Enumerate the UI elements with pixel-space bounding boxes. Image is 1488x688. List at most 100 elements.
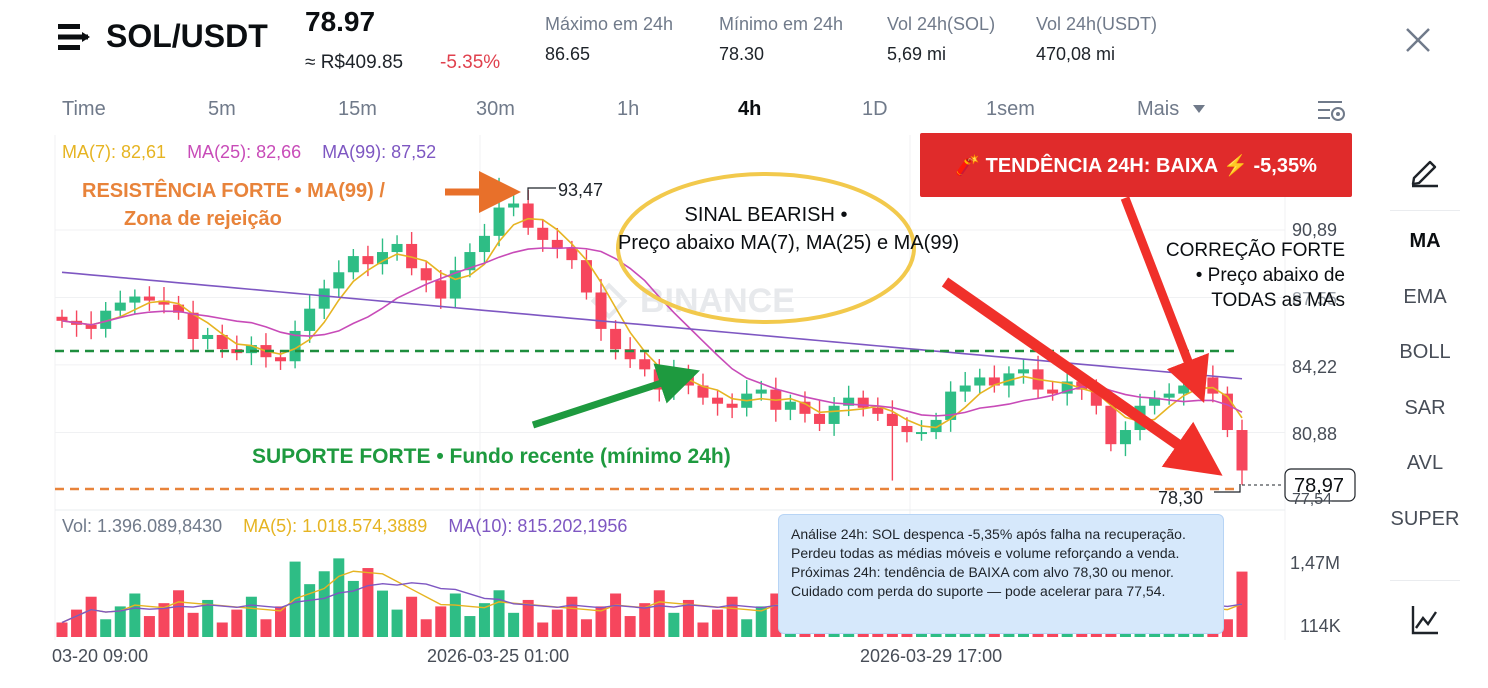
candle-down [595, 292, 607, 329]
tab-15m[interactable]: 15m [338, 98, 377, 120]
volume-bar [493, 590, 505, 637]
resistance-annotation-sub: Zona de rejeição [124, 208, 282, 230]
candle-down [566, 248, 578, 261]
candle-up [974, 377, 986, 386]
candle-up [784, 401, 796, 410]
candle-down [901, 425, 913, 433]
bearish-signal-ellipse [616, 172, 916, 324]
volume-bar [435, 606, 447, 637]
candle-up [1163, 393, 1175, 398]
volume-bar [100, 619, 112, 637]
stat-low-label: Mínimo em 24h [719, 14, 844, 34]
volume-bar [318, 571, 330, 637]
close-icon[interactable] [1400, 22, 1436, 58]
volume-bar [406, 596, 418, 637]
sidebar-item-sar[interactable]: SAR [1404, 397, 1446, 419]
candle-down [362, 256, 374, 265]
volume-bar [260, 619, 272, 637]
correction-line: TODAS as MAs [1211, 290, 1345, 311]
volume-bar [187, 612, 199, 637]
volume-bar [449, 593, 461, 637]
candle-up [755, 389, 767, 394]
candle-up [959, 385, 971, 392]
candle-up [347, 256, 359, 273]
support-arrow [531, 363, 700, 429]
pair-title: SOL/USDT [106, 18, 268, 54]
volume-bar [610, 593, 622, 637]
volume-legend: Vol: 1.396.089,8430 MA(5): 1.018.574,388… [62, 516, 643, 537]
volume-bar [231, 609, 243, 637]
sidebar-item-avl[interactable]: AVL [1406, 452, 1444, 474]
volume-bar [639, 603, 651, 637]
y-axis-label: 80,88 [1292, 424, 1338, 444]
candle-up [843, 397, 855, 406]
volume-bar [391, 609, 403, 637]
x-axis-label: 03-20 09:00 [52, 646, 149, 666]
candle-up [100, 310, 112, 329]
candle-down [406, 243, 418, 269]
sidebar-item-ema[interactable]: EMA [1403, 286, 1447, 308]
stat-low-value: 78.30 [719, 44, 765, 64]
ma-legend: MA(7): 82,61 MA(25): 82,66 MA(99): 87,52 [62, 142, 452, 163]
sidebar-item-super[interactable]: SUPER [1390, 508, 1460, 530]
volume-bar [741, 619, 753, 637]
volume-bar [333, 558, 345, 637]
volume-bar [668, 612, 680, 637]
sidebar-item-ma[interactable]: MA [1409, 230, 1441, 252]
tab-1d[interactable]: 1D [862, 98, 888, 120]
y-axis-label: 84,22 [1292, 357, 1338, 377]
volume-bar [85, 596, 97, 637]
tab-4h[interactable]: 4h [738, 98, 762, 120]
correction-line: • Preço abaixo de [1195, 265, 1345, 286]
current-price-box [1284, 468, 1356, 502]
pencil-draw-icon[interactable] [1408, 154, 1442, 188]
candle-down [639, 359, 651, 370]
vol-ma5-legend: MA(5): 1.018.574,3889 [243, 516, 428, 536]
bearish-annotation-sub: Preço abaixo MA(7), MA(25) e MA(99) [618, 232, 960, 254]
candle-down [216, 334, 228, 350]
tab-time[interactable]: Time [62, 98, 106, 120]
trend-arrow [1120, 196, 1209, 403]
ma7-line [61, 217, 1243, 429]
candle-down [435, 280, 447, 299]
candle-up [1149, 397, 1161, 406]
chart-settings-icon[interactable] [1316, 98, 1348, 124]
sidebar-divider [1390, 580, 1460, 581]
volume-bar [770, 593, 782, 637]
candle-up [333, 272, 345, 289]
volume-bar [508, 612, 520, 637]
tab-mais[interactable]: Mais [1137, 98, 1180, 120]
candle-down [580, 260, 592, 293]
sidebar-item-boll[interactable]: BOLL [1399, 341, 1451, 363]
candle-down [158, 300, 170, 305]
tab-5m[interactable]: 5m [208, 98, 236, 120]
candle-up [129, 296, 141, 303]
volume-bar [697, 622, 709, 637]
low-marker-leader [1214, 484, 1241, 493]
volume-bar [275, 606, 287, 637]
candle-up [245, 345, 257, 354]
indicator-chart-icon[interactable] [1410, 604, 1440, 636]
candle-up [508, 203, 520, 208]
candle-down [697, 385, 709, 398]
volume-bar [173, 590, 185, 637]
candle-down [1047, 389, 1059, 394]
volume-bar [653, 590, 665, 637]
menu-logo-icon[interactable] [58, 22, 92, 52]
correction-line: CORREÇÃO FORTE [1165, 240, 1345, 261]
tab-1sem[interactable]: 1sem [986, 98, 1035, 120]
price-change: -5.35% [440, 52, 501, 73]
tab-30m[interactable]: 30m [476, 98, 515, 120]
candle-up [478, 235, 490, 253]
support-annotation: SUPORTE FORTE • Fundo recente (mínimo 24… [252, 445, 731, 468]
volume-bar [216, 622, 228, 637]
volume-bar [522, 599, 534, 637]
ma25-line [61, 246, 1243, 417]
volume-bar [726, 596, 738, 637]
chevron-down-icon[interactable] [1192, 104, 1206, 114]
sidebar-divider [1390, 210, 1460, 211]
candle-down [712, 397, 724, 404]
tab-1h[interactable]: 1h [617, 98, 640, 120]
candle-up [945, 391, 957, 420]
